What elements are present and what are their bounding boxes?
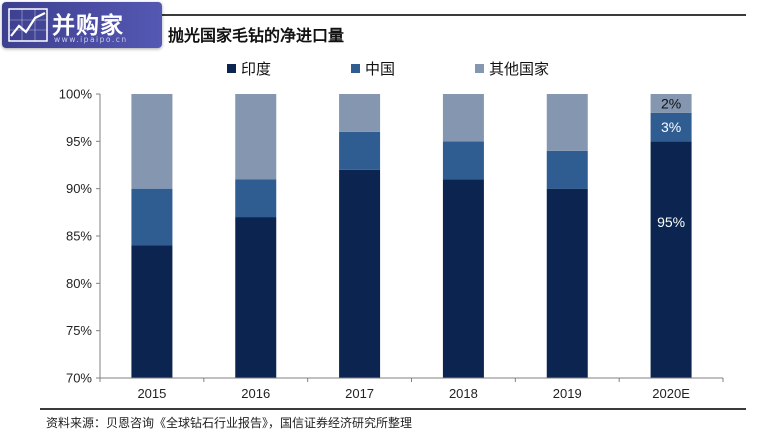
brand-logo[interactable]: 并购家 www.ipaipo.cn [2,2,162,48]
bar-segment [546,94,588,151]
bar-segment [339,94,381,132]
bar-segment [650,112,692,142]
x-tick-label: 2016 [241,386,270,401]
legend-label: 其他国家 [489,60,549,78]
logo-name: 并购家 [52,13,124,39]
chart-title: 抛光国家毛钻的净进口量 [168,26,345,45]
legend-label: 印度 [241,60,271,78]
x-tick-label: 2015 [137,386,166,401]
bar-segment [650,141,692,378]
y-tick-label: 80% [66,276,92,291]
bar-segment [546,188,588,378]
y-tick-label: 100% [59,87,93,102]
x-tick-label: 2020E [652,386,690,401]
bar-segment [442,94,484,142]
bar-segment [235,217,277,378]
y-tick-label: 90% [66,181,92,196]
top-rule [40,14,746,16]
legend-swatch [227,64,236,73]
bar-segment [339,169,381,378]
bar-segment [546,150,588,189]
bottom-rule [40,408,746,410]
logo-url: www.ipaipo.cn [54,35,128,44]
y-tick-label: 95% [66,134,92,149]
legend-swatch [475,64,484,73]
x-tick-label: 2019 [553,386,582,401]
bar-segment [131,245,173,378]
legend-label: 中国 [365,60,395,78]
bar-segment [235,94,277,180]
bar-segment [650,94,692,113]
x-tick-label: 2018 [449,386,478,401]
bar-segment [235,179,277,218]
x-tick-label: 2017 [345,386,374,401]
y-tick-label: 75% [66,323,92,338]
source-note: 资料来源：贝恩咨询《全球钻石行业报告》，国信证券经济研究所整理 [46,416,413,430]
bar-segment [131,188,173,246]
y-tick-label: 70% [66,371,92,386]
bar-segment [131,94,173,189]
growth-chart-icon [8,8,48,42]
bar-segment [339,131,381,170]
legend-swatch [351,64,360,73]
y-tick-label: 85% [66,229,92,244]
data-label: 2% [661,95,681,111]
data-label: 3% [661,119,681,135]
bar-segment [442,141,484,180]
bar-segment [442,179,484,378]
data-label: 95% [657,214,685,230]
